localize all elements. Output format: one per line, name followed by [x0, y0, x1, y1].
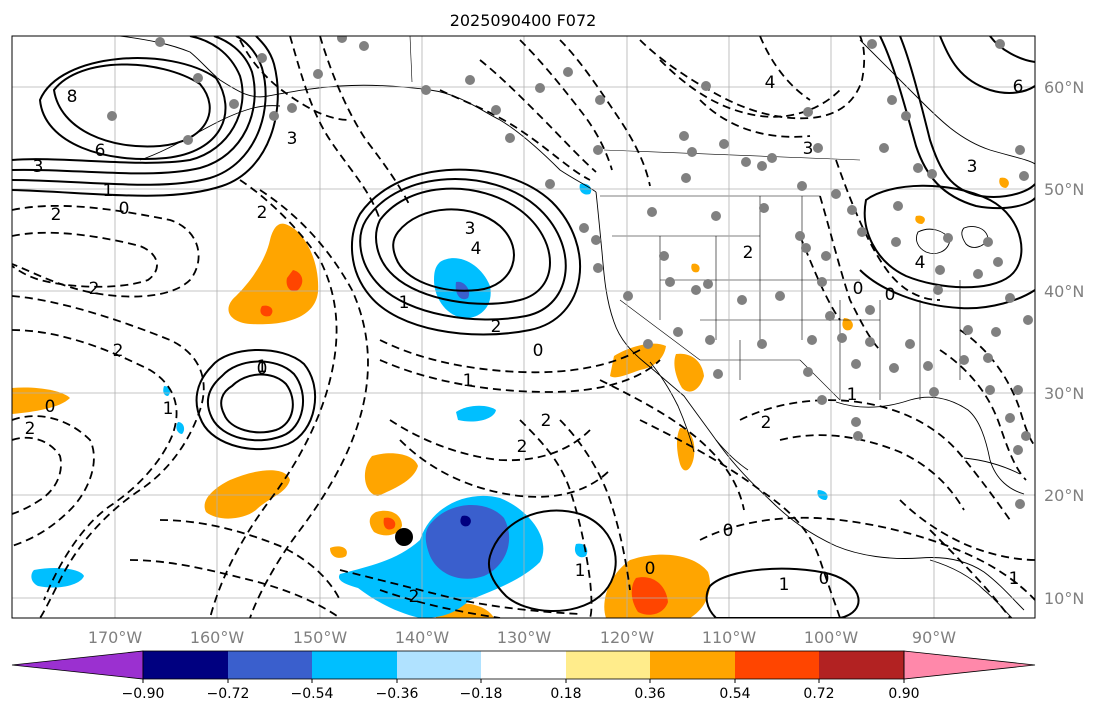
colorbar-frame: [142, 650, 905, 680]
contour-label: 0: [119, 199, 130, 219]
contour-label: 0: [257, 359, 268, 379]
colorbar-tick-labels: −0.90 −0.72 −0.54 −0.36 −0.18 0.18 0.36 …: [122, 686, 920, 702]
contour-label: 1: [1009, 569, 1020, 589]
coastlines: [119, 36, 1035, 618]
contour-label: 4: [915, 253, 926, 273]
contour-label: 2: [89, 279, 100, 299]
lon-label: 150°W: [293, 628, 348, 647]
state-boundaries: [409, 36, 961, 401]
colorbar-segment: [312, 651, 397, 679]
colorbar-extend-low: [11, 650, 144, 680]
contour-label: 1: [847, 385, 858, 405]
colorbar-tick-label: −0.18: [460, 686, 503, 702]
lat-label: 30°N: [1044, 384, 1084, 403]
lat-label: 40°N: [1044, 282, 1084, 301]
contour-label: 1: [463, 371, 474, 391]
contour-label: 2: [541, 411, 552, 431]
contour-label: 4: [765, 73, 776, 93]
contour-label: 0: [645, 559, 656, 579]
contour-label: 0: [853, 279, 864, 299]
contour-label: 2: [761, 413, 772, 433]
contour-label: 3: [33, 157, 44, 177]
contour-label: 1: [399, 293, 410, 313]
colorbar: [11, 650, 1036, 683]
figure-title: 2025090400 F072: [450, 11, 597, 30]
contour-label: 3: [803, 139, 814, 159]
lon-label: 90°W: [912, 628, 956, 647]
colorbar-segment: [143, 651, 228, 679]
colorbar-tick-label: 0.54: [719, 686, 750, 702]
contour-label: 6: [1013, 77, 1024, 97]
colorbar-segment: [566, 651, 650, 679]
contour-label: 0: [533, 341, 544, 361]
lon-label: 140°W: [395, 628, 450, 647]
contour-label: 3: [465, 219, 476, 239]
contour-label: 2: [409, 587, 420, 607]
colorbar-segment: [481, 651, 566, 679]
longitude-labels: 170°W 160°W 150°W 140°W 130°W 120°W 110°…: [88, 628, 956, 647]
positive-anomaly-shading: [12, 177, 1009, 618]
lon-label: 160°W: [190, 628, 245, 647]
contour-label: 8: [67, 87, 78, 107]
positive-contours: [12, 36, 1035, 618]
colorbar-extend-high: [903, 650, 1036, 680]
contour-label: 0: [723, 521, 734, 541]
contour-label: 2: [743, 243, 754, 263]
lon-label: 170°W: [88, 628, 143, 647]
gridlines: [12, 36, 1035, 618]
colorbar-segment: [228, 651, 312, 679]
lat-label: 20°N: [1044, 486, 1084, 505]
lon-label: 100°W: [804, 628, 859, 647]
colorbar-segment: [397, 651, 481, 679]
colorbar-segment: [735, 651, 819, 679]
marked-location: [395, 528, 413, 546]
lon-label: 120°W: [600, 628, 655, 647]
contour-label: 1: [163, 399, 174, 419]
station-markers: [107, 36, 1033, 509]
lat-label: 10°N: [1044, 589, 1084, 608]
colorbar-tick-label: −0.72: [207, 686, 250, 702]
contour-label: 1: [575, 561, 586, 581]
colorbar-tick-label: 0.18: [550, 686, 581, 702]
colorbar-tick-label: −0.54: [291, 686, 334, 702]
contour-label: 2: [25, 419, 36, 439]
contour-label: 2: [257, 203, 268, 223]
colorbar-segment: [819, 651, 904, 679]
latitude-labels: 60°N 50°N 40°N 30°N 20°N 10°N: [1044, 78, 1084, 608]
lat-label: 60°N: [1044, 78, 1084, 97]
contour-label: 0: [885, 285, 896, 305]
lon-label: 130°W: [497, 628, 552, 647]
lon-label: 110°W: [702, 628, 757, 647]
contour-label: 1: [257, 357, 268, 377]
colorbar-tick-label: 0.72: [803, 686, 834, 702]
contour-label: 1: [103, 181, 114, 201]
colorbar-tick-label: 0.90: [888, 686, 919, 702]
negative-contours: [12, 36, 1035, 618]
lat-label: 50°N: [1044, 180, 1084, 199]
contour-label: 3: [287, 129, 298, 149]
contour-label: 1: [779, 575, 790, 595]
colorbar-segment: [650, 651, 735, 679]
contour-label: 2: [51, 205, 62, 225]
contour-label: 3: [967, 157, 978, 177]
contour-label: 0: [819, 569, 830, 589]
colorbar-tick-label: 0.36: [634, 686, 665, 702]
contour-label: 0: [45, 397, 56, 417]
contour-label: 4: [471, 239, 482, 259]
colorbar-tick-label: −0.36: [376, 686, 419, 702]
map-frame: [11, 35, 1036, 619]
contour-label: 6: [95, 141, 106, 161]
contour-label: 2: [113, 341, 124, 361]
colorbar-tick-label: −0.90: [122, 686, 165, 702]
contour-label: 2: [517, 437, 528, 457]
contour-label: 2: [491, 317, 502, 337]
